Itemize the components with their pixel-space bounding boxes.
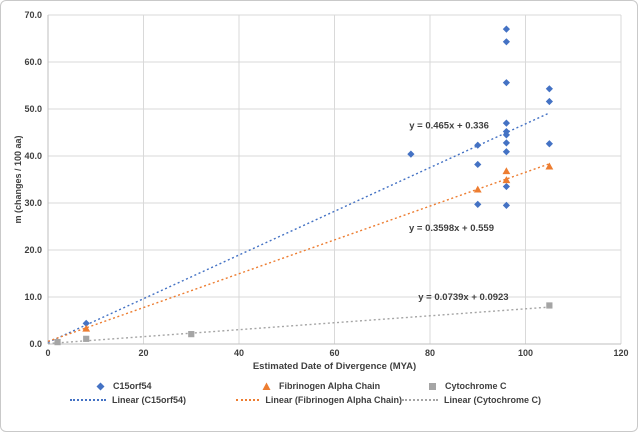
data-point-diamond xyxy=(407,150,415,158)
data-point-square xyxy=(54,339,61,346)
legend-label: Fibrinogen Alpha Chain xyxy=(279,381,381,391)
y-tick-label: 60.0 xyxy=(24,57,42,67)
data-point-diamond xyxy=(502,139,510,147)
triangle-marker-icon xyxy=(262,382,271,391)
y-axis-title: m (changes / 100 aa) xyxy=(13,135,23,223)
x-tick-label: 40 xyxy=(234,348,244,358)
plot-area: y = 0.465x + 0.336 y = 0.3598x + 0.559 y =… xyxy=(13,10,629,372)
legend-item-c15orf54: C15orf54 xyxy=(70,381,236,391)
data-point-diamond xyxy=(545,85,553,93)
trendline-equation-label: y = 0.0739x + 0.0923 xyxy=(418,292,508,303)
data-point-diamond xyxy=(502,119,510,127)
legend-label: C15orf54 xyxy=(113,381,152,391)
legend-item-linear-fibrinogen-alpha-chain: Linear (Fibrinogen Alpha Chain) xyxy=(236,395,402,405)
x-tick-label: 120 xyxy=(613,348,628,358)
data-point-diamond xyxy=(502,25,510,33)
legend-item-linear-c15orf54: Linear (C15orf54) xyxy=(70,395,236,405)
data-point-diamond xyxy=(502,38,510,46)
y-tick-label: 70.0 xyxy=(24,10,42,20)
trendline xyxy=(47,163,550,343)
chart-legend: C15orf54 Fibrinogen Alpha Chain Cytochro… xyxy=(1,381,637,405)
trendline xyxy=(47,306,550,345)
x-axis-title: Estimated Date of Divergence (MYA) xyxy=(253,361,416,372)
data-point-diamond xyxy=(474,160,482,169)
data-point-diamond xyxy=(474,141,482,149)
trendline-equation-label: y = 0.465x + 0.336 xyxy=(409,120,489,131)
data-point-square xyxy=(188,331,195,338)
legend-label: Linear (C15orf54) xyxy=(112,395,187,405)
y-tick-label: 10.0 xyxy=(24,292,42,302)
data-point-diamond xyxy=(502,148,510,156)
legend-item-cytochrome-c: Cytochrome C xyxy=(402,381,568,391)
x-tick-label: 60 xyxy=(329,348,339,358)
square-marker-icon xyxy=(428,382,437,391)
legend-item-linear-cytochrome-c: Linear (Cytochrome C) xyxy=(402,395,568,405)
dotted-line-icon xyxy=(236,399,260,401)
data-point-diamond xyxy=(82,319,90,327)
y-tick-label: 0.0 xyxy=(29,339,42,349)
legend-label: Linear (Cytochrome C) xyxy=(444,395,542,405)
data-point-diamond xyxy=(502,201,510,209)
x-tick-label: 20 xyxy=(138,348,148,358)
data-point-triangle xyxy=(502,176,511,184)
x-tick-label: 0 xyxy=(45,348,50,358)
legend-label: Linear (Fibrinogen Alpha Chain) xyxy=(265,395,402,405)
data-point-diamond xyxy=(474,200,482,209)
data-point-triangle xyxy=(545,162,554,170)
x-tick-label: 80 xyxy=(425,348,435,358)
data-point-diamond xyxy=(502,131,510,139)
dotted-line-icon xyxy=(70,399,106,401)
data-point-triangle xyxy=(473,185,482,193)
data-point-square xyxy=(546,302,553,309)
y-tick-label: 50.0 xyxy=(24,104,42,114)
legend-item-fibrinogen-alpha-chain: Fibrinogen Alpha Chain xyxy=(236,381,402,391)
trendline-equation-label: y = 0.3598x + 0.559 xyxy=(409,223,494,234)
legend-row-series: C15orf54 Fibrinogen Alpha Chain Cytochro… xyxy=(1,381,637,391)
y-tick-label: 40.0 xyxy=(24,151,42,161)
data-point-triangle xyxy=(502,167,511,175)
data-point-triangle xyxy=(82,324,91,332)
data-point-diamond xyxy=(502,182,510,191)
legend-row-trendlines: Linear (C15orf54) Linear (Fibrinogen Alp… xyxy=(1,395,637,405)
dotted-line-icon xyxy=(402,399,438,401)
y-tick-label: 20.0 xyxy=(24,245,42,255)
x-tick-label: 100 xyxy=(518,348,533,358)
y-tick-label: 30.0 xyxy=(24,198,42,208)
legend-label: Cytochrome C xyxy=(445,381,507,391)
diamond-marker-icon xyxy=(96,382,105,391)
data-point-diamond xyxy=(545,140,553,148)
data-point-diamond xyxy=(502,79,510,87)
data-point-square xyxy=(83,335,90,342)
data-point-diamond xyxy=(545,97,553,106)
